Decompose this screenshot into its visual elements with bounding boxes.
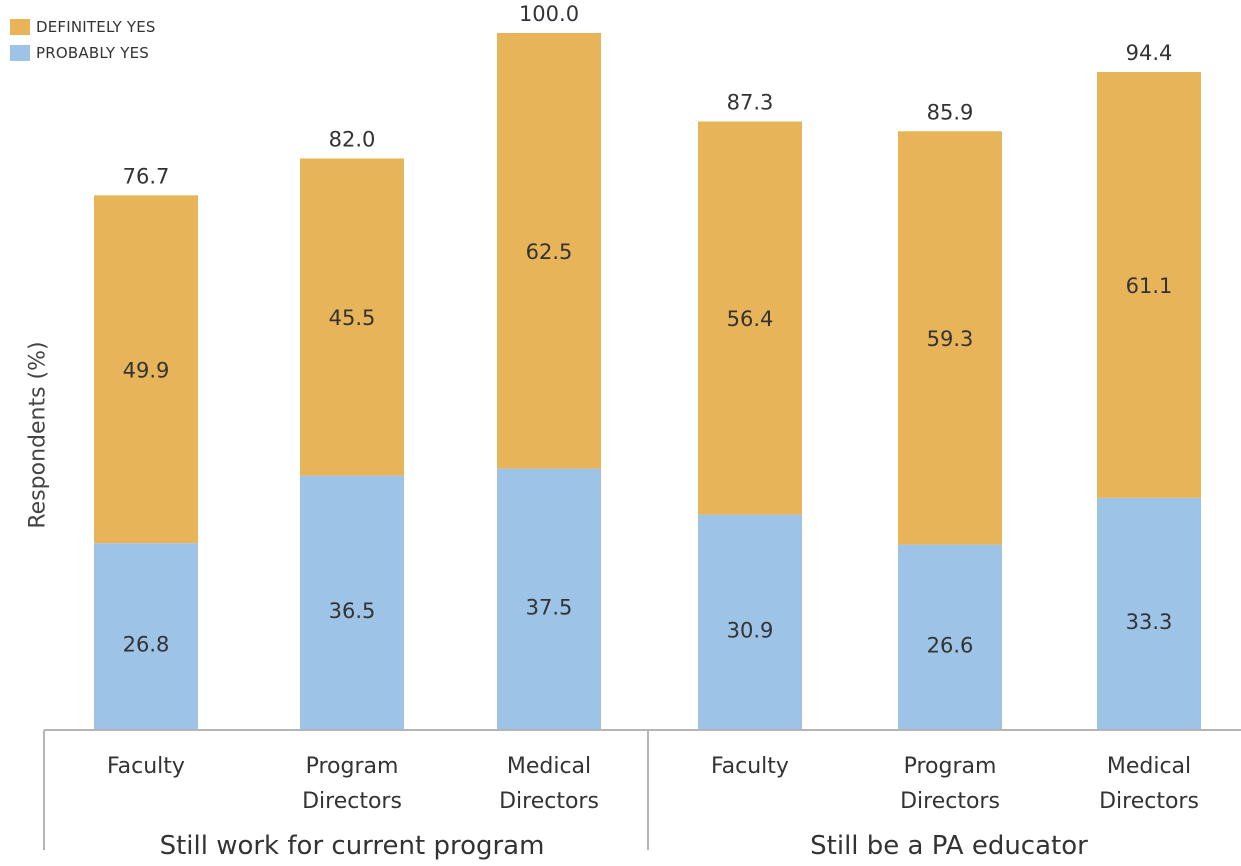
data-label-definitely-yes: 62.5 — [526, 240, 573, 264]
legend: DEFINITELY YES PROBABLY YES — [10, 14, 156, 66]
bar-probably-yes — [497, 468, 601, 730]
x-tick-label: Directors — [499, 789, 599, 814]
group-label: Still work for current program — [160, 831, 545, 861]
legend-label-probably-yes: PROBABLY YES — [36, 44, 149, 62]
data-label-definitely-yes: 61.1 — [1126, 274, 1173, 298]
x-tick-label: Directors — [302, 789, 402, 814]
bar-probably-yes — [300, 475, 404, 730]
legend-item-definitely-yes: DEFINITELY YES — [10, 14, 156, 40]
bar-definitely-yes — [898, 131, 1002, 545]
x-tick-label: Directors — [900, 789, 1000, 814]
data-label-probably-yes: 30.9 — [727, 618, 774, 642]
x-tick-label: Faculty — [711, 754, 789, 779]
legend-swatch-definitely-yes — [10, 19, 30, 35]
legend-swatch-probably-yes — [10, 45, 30, 61]
data-label-definitely-yes: 56.4 — [727, 307, 774, 331]
total-label: 100.0 — [519, 2, 579, 26]
bar-probably-yes — [1097, 497, 1201, 730]
x-tick-label: Medical — [507, 754, 591, 779]
bar-definitely-yes — [300, 158, 404, 476]
data-label-probably-yes: 36.5 — [329, 599, 376, 623]
total-label: 76.7 — [123, 164, 170, 188]
bar-definitely-yes — [497, 33, 601, 469]
data-label-definitely-yes: 49.9 — [123, 358, 170, 382]
bar-probably-yes — [698, 514, 802, 730]
data-label-probably-yes: 33.3 — [1126, 610, 1173, 634]
bar-definitely-yes — [698, 121, 802, 515]
bar-definitely-yes — [1097, 72, 1201, 498]
bar-probably-yes — [898, 544, 1002, 730]
total-label: 94.4 — [1126, 41, 1173, 65]
x-tick-label: Directors — [1099, 789, 1199, 814]
legend-label-definitely-yes: DEFINITELY YES — [36, 18, 156, 36]
total-label: 82.0 — [329, 127, 376, 151]
data-label-probably-yes: 26.8 — [123, 633, 170, 657]
bar-definitely-yes — [94, 195, 198, 544]
total-label: 85.9 — [927, 100, 974, 124]
x-tick-label: Faculty — [107, 754, 185, 779]
bar-probably-yes — [94, 543, 198, 730]
x-tick-label: Medical — [1107, 754, 1191, 779]
data-label-definitely-yes: 59.3 — [927, 327, 974, 351]
x-tick-label: Program — [904, 754, 997, 779]
data-label-definitely-yes: 45.5 — [329, 306, 376, 330]
group-label: Still be a PA educator — [810, 831, 1088, 861]
legend-item-probably-yes: PROBABLY YES — [10, 40, 156, 66]
data-label-probably-yes: 37.5 — [526, 595, 573, 619]
data-label-probably-yes: 26.6 — [927, 633, 974, 657]
x-tick-label: Program — [306, 754, 399, 779]
total-label: 87.3 — [727, 91, 774, 115]
